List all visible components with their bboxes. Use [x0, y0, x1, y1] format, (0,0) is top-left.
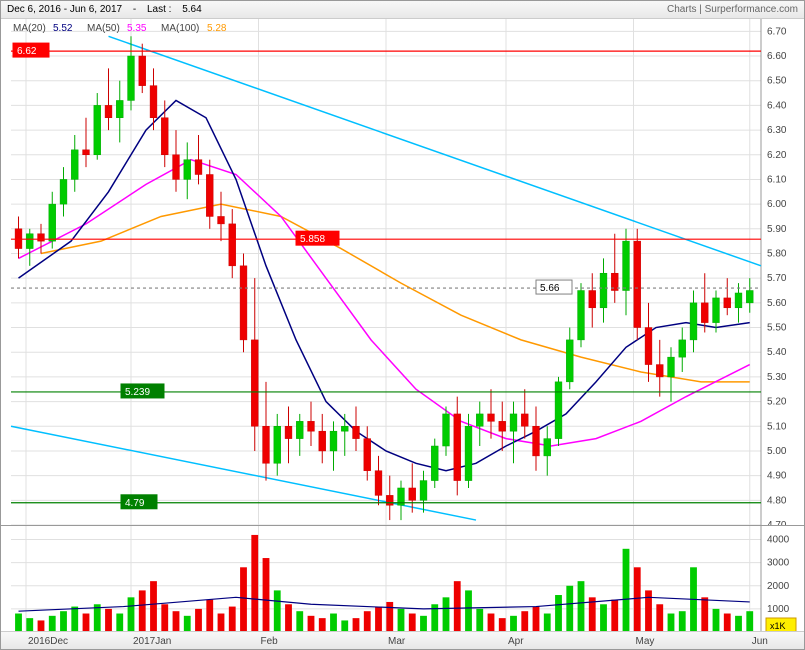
price-panel[interactable]: 4.704.804.905.005.105.205.305.405.505.60…: [1, 19, 804, 525]
svg-text:MA(20): MA(20): [13, 23, 46, 34]
svg-text:4000: 4000: [767, 535, 790, 546]
svg-text:May: May: [636, 636, 655, 647]
svg-text:5.30: 5.30: [767, 372, 787, 383]
svg-text:5.40: 5.40: [767, 347, 787, 358]
stock-chart-container: Dec 6, 2016 - Jun 6, 2017 - Last : 5.64 …: [0, 0, 805, 650]
svg-text:5.20: 5.20: [767, 397, 787, 408]
svg-text:4.79: 4.79: [125, 498, 145, 509]
svg-text:5.52: 5.52: [53, 23, 73, 34]
svg-text:2017Jan: 2017Jan: [133, 636, 171, 647]
volume-panel[interactable]: 1000 2000 3000 4000 x1K: [1, 525, 804, 633]
svg-text:5.70: 5.70: [767, 273, 787, 284]
svg-text:5.60: 5.60: [767, 298, 787, 309]
chart-header: Dec 6, 2016 - Jun 6, 2017 - Last : 5.64 …: [1, 1, 804, 19]
svg-text:6.62: 6.62: [17, 46, 37, 57]
svg-text:Mar: Mar: [388, 636, 406, 647]
svg-text:2000: 2000: [767, 581, 790, 592]
svg-text:Feb: Feb: [261, 636, 279, 647]
header-left: Dec 6, 2016 - Jun 6, 2017 - Last : 5.64: [7, 4, 210, 15]
svg-text:5.35: 5.35: [127, 23, 147, 34]
svg-text:1000: 1000: [767, 604, 790, 615]
price-chart-svg: 4.704.804.905.005.105.205.305.405.505.60…: [1, 19, 805, 525]
svg-text:6.60: 6.60: [767, 51, 787, 62]
svg-text:5.90: 5.90: [767, 224, 787, 235]
svg-text:Apr: Apr: [508, 636, 524, 647]
svg-text:4.90: 4.90: [767, 471, 787, 482]
svg-text:x1K: x1K: [770, 621, 786, 631]
svg-text:5.50: 5.50: [767, 323, 787, 334]
svg-text:5.858: 5.858: [300, 234, 325, 245]
svg-text:5.28: 5.28: [207, 23, 227, 34]
last-label: Last :: [147, 4, 171, 15]
date-range: Dec 6, 2016 - Jun 6, 2017: [7, 4, 122, 15]
svg-text:MA(50): MA(50): [87, 23, 120, 34]
x-axis-svg: 2016Dec 2017Jan Feb Mar Apr May Jun: [1, 632, 805, 650]
svg-text:5.80: 5.80: [767, 248, 787, 259]
svg-text:6.10: 6.10: [767, 174, 787, 185]
svg-text:6.50: 6.50: [767, 76, 787, 87]
attribution: Charts | Surperformance.com: [667, 4, 798, 15]
svg-text:3000: 3000: [767, 558, 790, 569]
svg-text:5.00: 5.00: [767, 446, 787, 457]
svg-text:2016Dec: 2016Dec: [28, 636, 68, 647]
svg-text:4.80: 4.80: [767, 495, 787, 506]
last-value: 5.64: [182, 4, 201, 15]
svg-text:Jun: Jun: [752, 636, 768, 647]
svg-text:6.00: 6.00: [767, 199, 787, 210]
svg-text:MA(100): MA(100): [161, 23, 199, 34]
svg-text:6.20: 6.20: [767, 150, 787, 161]
x-axis: 2016Dec 2017Jan Feb Mar Apr May Jun: [1, 631, 804, 649]
svg-text:6.40: 6.40: [767, 100, 787, 111]
svg-text:6.70: 6.70: [767, 26, 787, 37]
svg-text:6.30: 6.30: [767, 125, 787, 136]
svg-text:5.66: 5.66: [540, 283, 560, 294]
svg-text:5.10: 5.10: [767, 421, 787, 432]
volume-chart-svg: 1000 2000 3000 4000 x1K: [1, 526, 805, 634]
svg-text:5.239: 5.239: [125, 387, 150, 398]
